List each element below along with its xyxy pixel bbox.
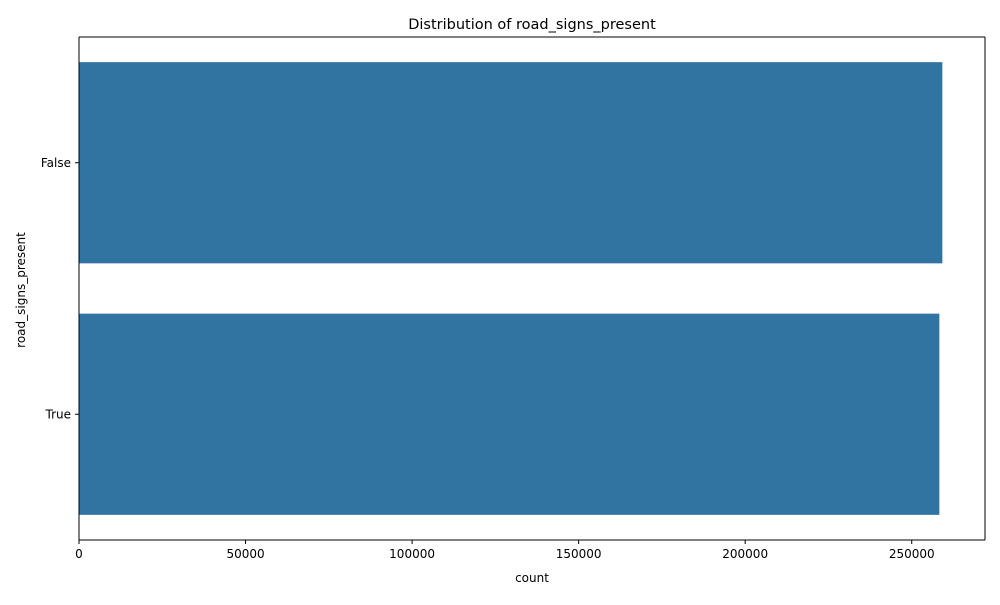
x-tick-label: 100000 [389, 547, 435, 561]
bar-true [79, 313, 940, 515]
y-axis-label: road_signs_present [14, 232, 28, 348]
x-axis-label: count [515, 571, 549, 585]
y-tick-label: False [41, 156, 71, 170]
x-tick-label: 250000 [889, 547, 935, 561]
x-tick-label: 50000 [226, 547, 264, 561]
bars-layer [79, 62, 943, 515]
y-tick-label: True [45, 407, 72, 421]
x-tick-label: 200000 [722, 547, 768, 561]
x-tick-label: 0 [75, 547, 83, 561]
axes-layer: False True 0 50000 100000 150000 200000 250000 [41, 36, 986, 561]
chart-title: Distribution of road_signs_present [408, 17, 656, 33]
bar-false [79, 62, 943, 264]
x-tick-label: 150000 [556, 547, 602, 561]
